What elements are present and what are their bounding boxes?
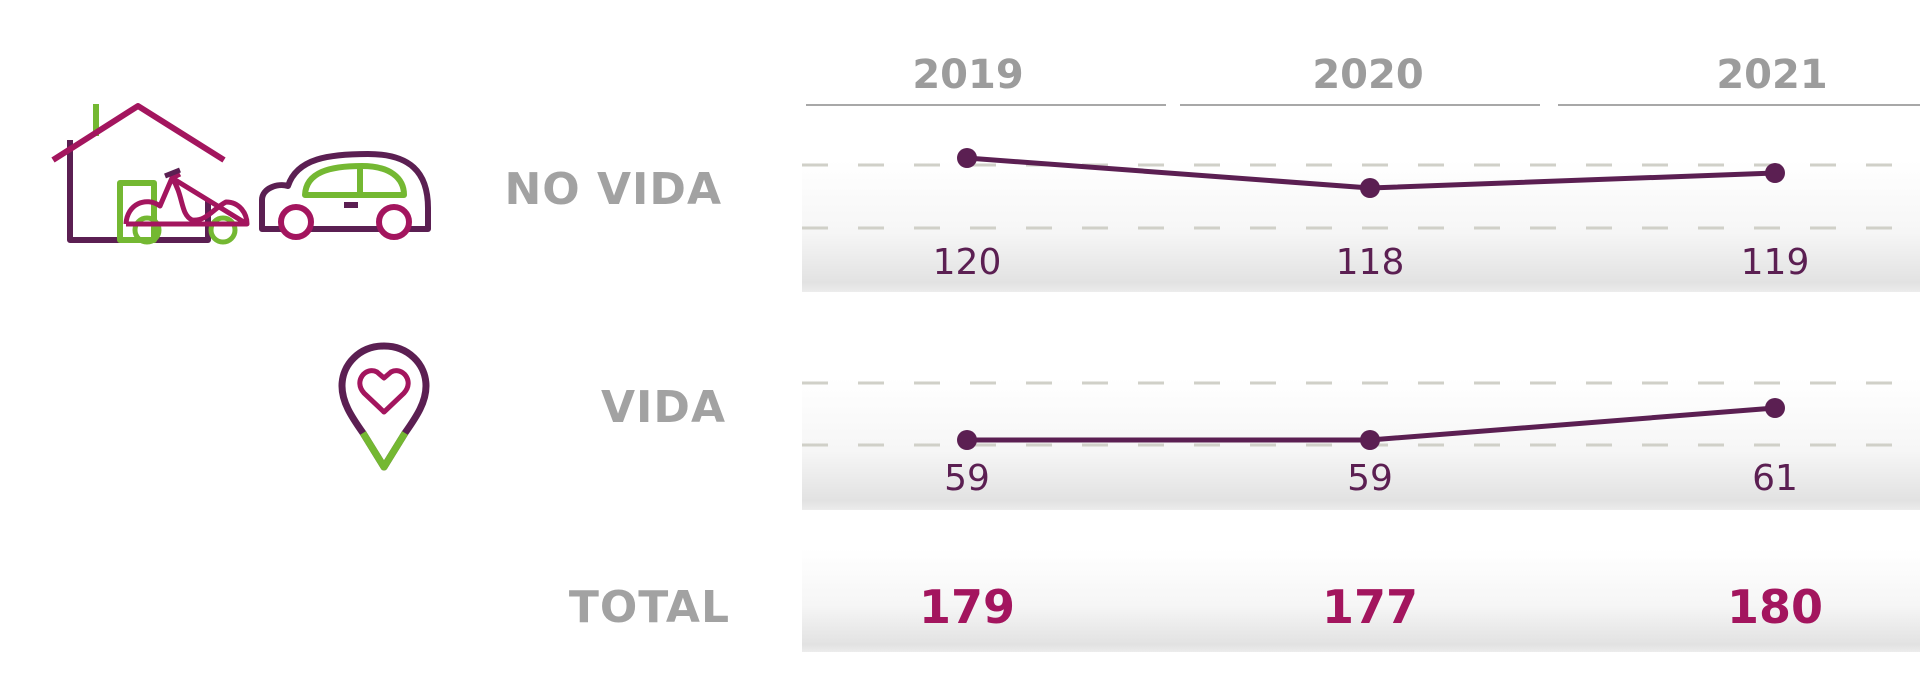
year-2019: 2019: [912, 52, 1024, 98]
data-point-no-vida-2019: [957, 148, 977, 168]
total-band: [802, 548, 1920, 652]
icon-group: [51, 103, 431, 471]
year-2020: 2020: [1312, 52, 1424, 98]
no-vida-band: [802, 160, 1920, 292]
value-vida-2019: 59: [944, 458, 990, 499]
data-point-vida-2020: [1360, 430, 1380, 450]
year-underline-2021: [1558, 104, 1920, 106]
value-no-vida-2021: 119: [1740, 242, 1810, 283]
data-point-vida-2021: [1765, 398, 1785, 418]
row-label-no-vida: NO VIDA: [504, 164, 722, 215]
car-icon: [259, 151, 431, 240]
scooter-icon: [123, 167, 250, 245]
year-2021: 2021: [1716, 52, 1828, 98]
data-point-no-vida-2020: [1360, 178, 1380, 198]
data-point-no-vida-2021: [1765, 163, 1785, 183]
total-2019: 179: [918, 580, 1016, 634]
value-vida-2020: 59: [1347, 458, 1393, 499]
row-label-vida: VIDA: [601, 382, 726, 433]
data-point-vida-2019: [957, 430, 977, 450]
row-label-total: TOTAL: [568, 582, 730, 633]
year-underline-2020: [1180, 104, 1540, 106]
value-no-vida-2019: 120: [932, 242, 1002, 283]
value-no-vida-2020: 118: [1335, 242, 1405, 283]
total-2020: 177: [1321, 580, 1419, 634]
year-underline-2019: [806, 104, 1166, 106]
map-pin-heart-icon: [338, 342, 430, 471]
total-2021: 180: [1726, 580, 1824, 634]
value-vida-2021: 61: [1752, 458, 1798, 499]
